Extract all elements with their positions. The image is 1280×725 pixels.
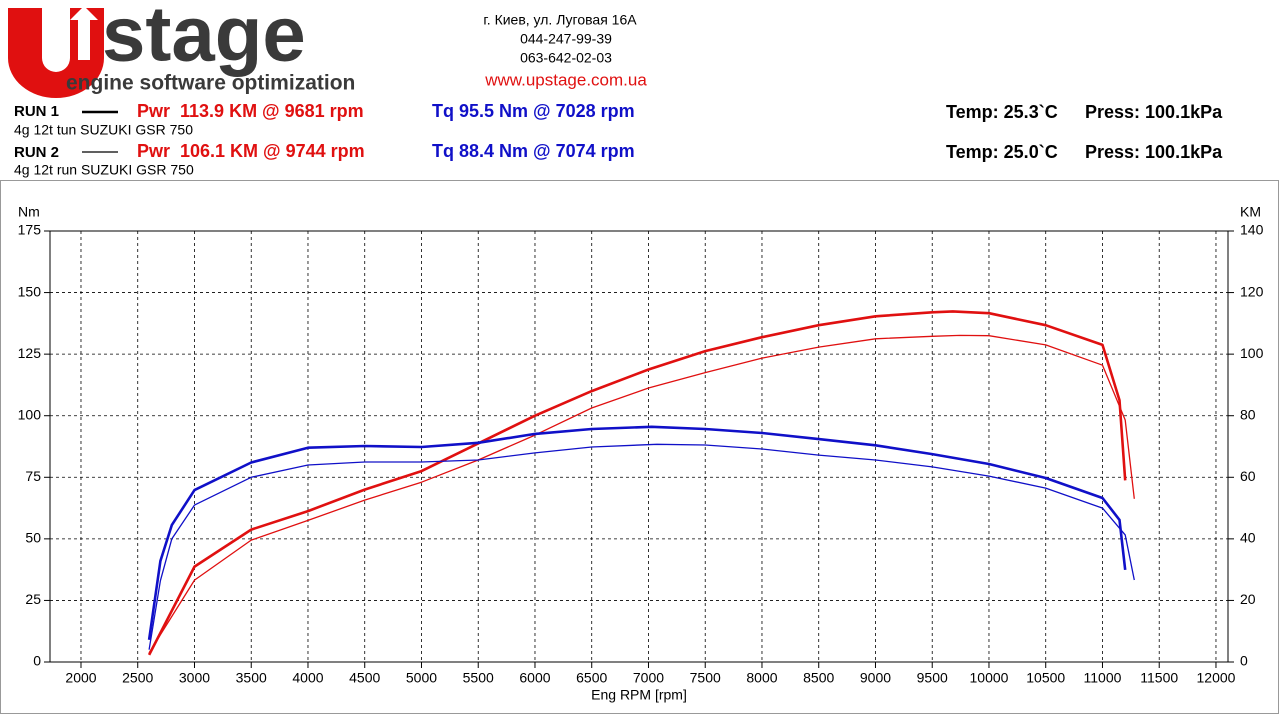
y-tick-label: 100 xyxy=(18,406,42,422)
x-tick-label: 3500 xyxy=(236,670,267,686)
x-tick-label: 6500 xyxy=(576,670,607,686)
y2-tick-label: 40 xyxy=(1240,530,1256,546)
x-tick-label: 5000 xyxy=(406,670,437,686)
run-temp: Temp: 25.0`C xyxy=(946,142,1058,162)
run-label: RUN 1 xyxy=(14,103,59,120)
x-tick-label: 11000 xyxy=(1084,670,1122,686)
x-tick-label: 3000 xyxy=(179,670,210,686)
x-tick-label: 9500 xyxy=(917,670,948,686)
run-press: Press: 100.1kPa xyxy=(1085,102,1223,122)
y-tick-label: 25 xyxy=(25,591,41,607)
y2-tick-label: 140 xyxy=(1240,222,1264,238)
x-tick-label: 5500 xyxy=(463,670,494,686)
y2-tick-label: 0 xyxy=(1240,653,1248,669)
y2-tick-label: 100 xyxy=(1240,345,1264,361)
phone: 044-247-99-39 xyxy=(520,31,612,47)
x-tick-label: 7000 xyxy=(633,670,664,686)
x-tick-label: 11500 xyxy=(1140,670,1178,686)
data-line xyxy=(148,443,1135,650)
run-temp: Temp: 25.3`C xyxy=(946,102,1058,122)
run-torque: Tq 88.4 Nm @ 7074 rpm xyxy=(432,141,635,161)
x-axis-label: Eng RPM [rpm] xyxy=(591,687,687,703)
data-line xyxy=(147,310,1127,656)
y-axis-label: Nm xyxy=(18,204,40,220)
x-tick-label: 7500 xyxy=(690,670,721,686)
y-tick-label: 0 xyxy=(33,653,41,669)
x-tick-label: 2500 xyxy=(122,670,153,686)
y-tick-label: 125 xyxy=(18,345,42,361)
x-tick-label: 12000 xyxy=(1197,670,1236,686)
run-description: 4g 12t run SUZUKI GSR 750 xyxy=(14,162,194,178)
address: г. Киев, ул. Луговая 16А xyxy=(483,12,637,28)
x-tick-label: 2000 xyxy=(65,670,96,686)
y2-tick-label: 60 xyxy=(1240,468,1256,484)
run-power: Pwr 106.1 KM @ 9744 rpm xyxy=(137,141,365,161)
y-tick-label: 50 xyxy=(25,530,41,546)
y2-tick-label: 80 xyxy=(1240,406,1256,422)
x-tick-label: 8000 xyxy=(746,670,777,686)
x-tick-label: 4000 xyxy=(292,670,323,686)
y-tick-label: 175 xyxy=(18,222,42,238)
logo-tagline: engine software optimization xyxy=(66,72,355,95)
x-tick-label: 6000 xyxy=(519,670,550,686)
run-torque: Tq 95.5 Nm @ 7028 rpm xyxy=(432,101,635,121)
website: www.upstage.com.ua xyxy=(484,70,647,89)
x-tick-label: 10000 xyxy=(970,670,1009,686)
y-tick-label: 150 xyxy=(18,283,42,299)
x-tick-label: 10500 xyxy=(1026,670,1065,686)
y2-tick-label: 20 xyxy=(1240,591,1256,607)
data-line xyxy=(147,425,1127,640)
x-tick-label: 8500 xyxy=(803,670,834,686)
run-power: Pwr 113.9 KM @ 9681 rpm xyxy=(137,101,364,121)
x-tick-label: 9000 xyxy=(860,670,891,686)
run-press: Press: 100.1kPa xyxy=(1085,142,1223,162)
data-line xyxy=(148,334,1135,654)
run-label: RUN 2 xyxy=(14,144,59,161)
logo-text: stage xyxy=(102,0,306,78)
y2-tick-label: 120 xyxy=(1240,283,1264,299)
y-tick-label: 75 xyxy=(25,468,41,484)
chart-frame xyxy=(0,180,1279,714)
plot-area xyxy=(49,230,1229,663)
logo-arrow xyxy=(70,6,98,60)
run-description: 4g 12t tun SUZUKI GSR 750 xyxy=(14,122,193,138)
y2-axis-label: KM xyxy=(1240,204,1261,220)
phone: 063-642-02-03 xyxy=(520,50,612,66)
x-tick-label: 4500 xyxy=(349,670,380,686)
